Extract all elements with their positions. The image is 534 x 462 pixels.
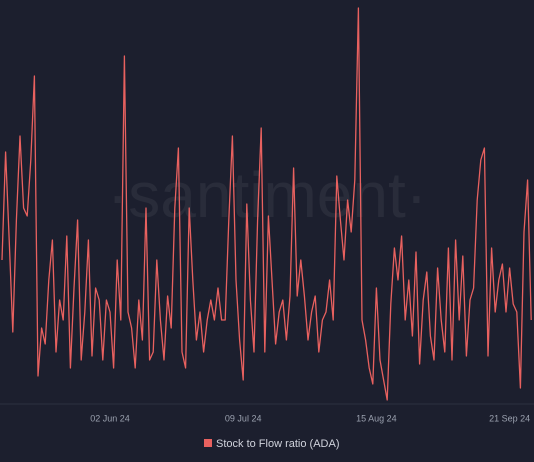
x-tick-label: 02 Jun 24 bbox=[90, 413, 130, 423]
series-line bbox=[1, 7, 532, 401]
watermark: ·santiment· bbox=[107, 159, 427, 231]
x-tick-label: 09 Jul 24 bbox=[225, 413, 262, 423]
legend-swatch bbox=[204, 439, 212, 447]
x-tick-label: 21 Sep 24 bbox=[489, 413, 530, 423]
legend-label: Stock to Flow ratio (ADA) bbox=[216, 438, 339, 450]
x-tick-label: 15 Aug 24 bbox=[356, 413, 397, 423]
